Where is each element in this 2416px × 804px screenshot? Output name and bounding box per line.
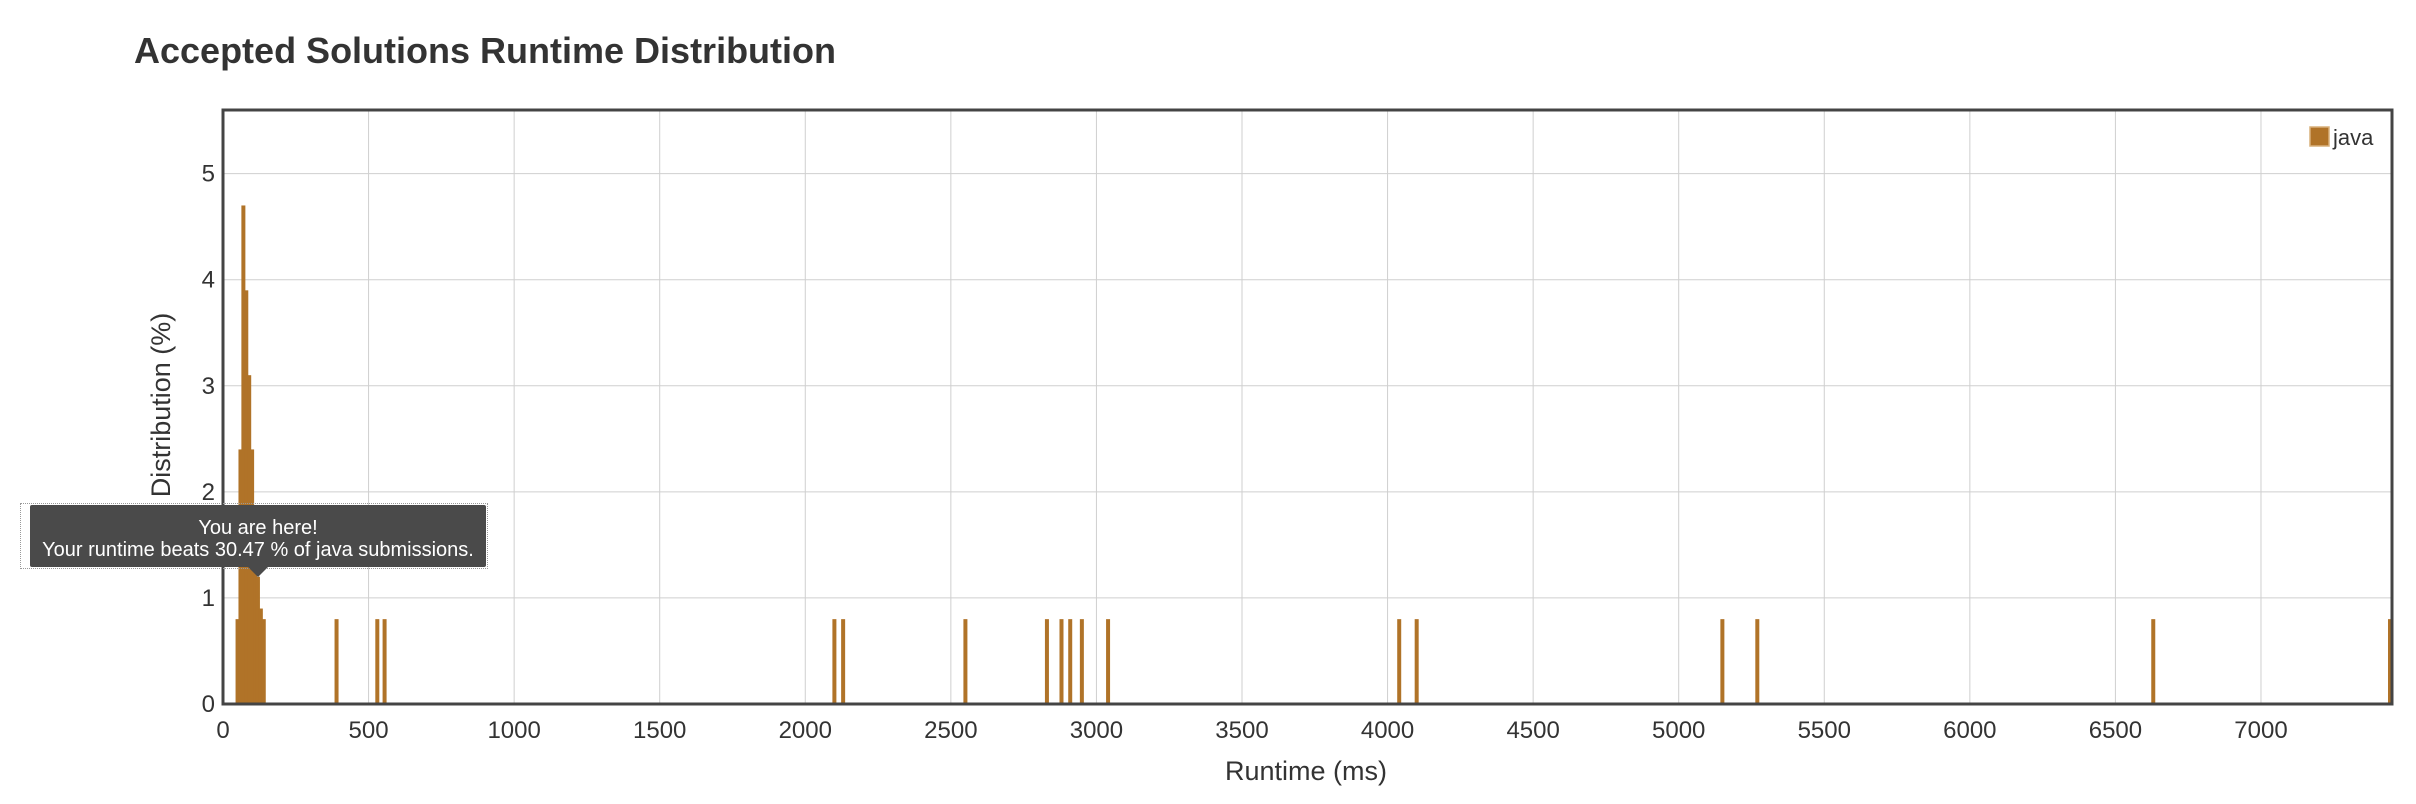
- bar[interactable]: [1059, 619, 1064, 704]
- bar[interactable]: [235, 619, 240, 704]
- tooltip-line-1: You are here!: [198, 517, 318, 539]
- bar[interactable]: [241, 205, 246, 704]
- x-tick-label: 2500: [924, 717, 977, 744]
- x-tick-label: 3000: [1070, 717, 1123, 744]
- y-tick-label: 1: [202, 585, 215, 612]
- bar[interactable]: [1044, 619, 1049, 704]
- bar[interactable]: [253, 544, 258, 704]
- y-tick-label: 2: [202, 479, 215, 506]
- x-tick-label: 7000: [2234, 717, 2287, 744]
- bars: [235, 205, 2392, 704]
- bar[interactable]: [1414, 619, 1419, 704]
- bar[interactable]: [1720, 619, 1725, 704]
- x-tick-label: 1000: [487, 717, 540, 744]
- tooltip-line-2: Your runtime beats 30.47 % of java submi…: [42, 539, 474, 561]
- bar[interactable]: [255, 576, 260, 704]
- y-tick-label: 4: [202, 267, 215, 294]
- tooltip-arrow: [248, 567, 268, 577]
- you-are-here-tooltip: You are here! Your runtime beats 30.47 %…: [30, 505, 486, 567]
- bar[interactable]: [1079, 619, 1084, 704]
- bar[interactable]: [963, 619, 968, 704]
- y-axis-ticks: 0 1 2 3 4 5: [202, 161, 215, 718]
- y-tick-label: 5: [202, 161, 215, 188]
- x-tick-label: 6500: [2089, 717, 2142, 744]
- bar[interactable]: [375, 619, 380, 704]
- grid-lines: [222, 110, 2392, 704]
- y-tick-label: 0: [202, 691, 215, 718]
- bar[interactable]: [244, 290, 249, 704]
- bar[interactable]: [1106, 619, 1111, 704]
- x-tick-label: 5000: [1652, 717, 1705, 744]
- bar[interactable]: [261, 619, 266, 704]
- chart-title: Accepted Solutions Runtime Distribution: [134, 30, 837, 71]
- x-tick-label: 4500: [1506, 717, 1559, 744]
- bar[interactable]: [258, 608, 263, 704]
- x-tick-label: 6000: [1943, 717, 1996, 744]
- bar[interactable]: [382, 619, 387, 704]
- x-tick-label: 3500: [1215, 717, 1268, 744]
- bar[interactable]: [832, 619, 837, 704]
- bar[interactable]: [2151, 619, 2156, 704]
- y-axis-label: Distribution (%): [146, 313, 176, 498]
- x-tick-label: 1500: [633, 717, 686, 744]
- x-axis-label: Runtime (ms): [1225, 756, 1387, 786]
- bar[interactable]: [334, 619, 339, 704]
- legend-label-java: java: [2332, 125, 2374, 150]
- x-tick-label: 5500: [1798, 717, 1851, 744]
- x-tick-label: 2000: [779, 717, 832, 744]
- y-tick-label: 3: [202, 373, 215, 400]
- bar[interactable]: [2388, 619, 2392, 704]
- x-tick-label: 0: [216, 717, 229, 744]
- x-tick-label: 4000: [1361, 717, 1414, 744]
- bar[interactable]: [1755, 619, 1760, 704]
- x-tick-label: 500: [349, 717, 389, 744]
- legend-swatch-java: [2309, 126, 2330, 147]
- bar[interactable]: [1397, 619, 1402, 704]
- bar[interactable]: [841, 619, 846, 704]
- x-axis-ticks: 0 500 1000 1500 2000 2500 3000 3500 4000 4500 5000…: [216, 717, 2287, 744]
- plot-frame: [221, 108, 2394, 706]
- legend[interactable]: java: [2309, 125, 2374, 150]
- bar[interactable]: [1068, 619, 1073, 704]
- bar[interactable]: [238, 449, 243, 704]
